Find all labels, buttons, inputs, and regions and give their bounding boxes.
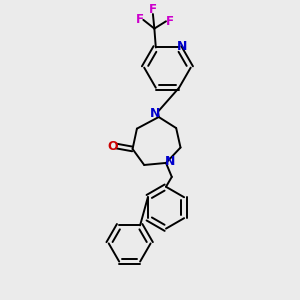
Text: N: N: [150, 107, 160, 120]
Text: F: F: [149, 4, 157, 16]
Text: N: N: [165, 155, 175, 168]
Text: N: N: [177, 40, 188, 53]
Text: O: O: [107, 140, 118, 153]
Text: F: F: [136, 14, 144, 26]
Text: F: F: [166, 15, 173, 28]
